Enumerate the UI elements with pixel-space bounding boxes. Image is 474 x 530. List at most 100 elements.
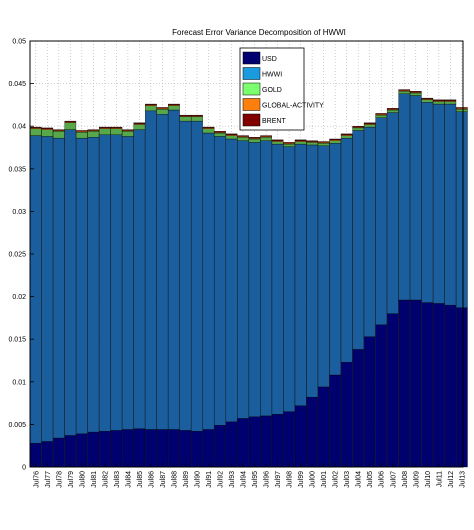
x-tick-label: Jul98: [287, 471, 294, 488]
bar-usd-1983: [110, 430, 123, 468]
bar-brent-1981: [87, 129, 100, 131]
bar-brent-1997: [271, 139, 284, 141]
bar-usd-2004: [352, 349, 365, 468]
bar-usd-1987: [156, 429, 169, 468]
bar-brent-2001: [317, 141, 330, 143]
chart-title: Forecast Error Variance Decomposition of…: [172, 28, 346, 37]
bar-brent-1977: [41, 127, 54, 129]
bar-gold-1996: [260, 137, 272, 141]
bar-hwwi-1996: [260, 140, 272, 417]
x-tick-label: Jul94: [241, 471, 248, 488]
x-tick-label: Jul90: [194, 471, 201, 488]
bar-brent-1976: [29, 126, 42, 129]
x-tick-label: Jul82: [102, 471, 109, 488]
x-tick-label: Jul83: [114, 471, 121, 488]
bar-hwwi-2013: [456, 111, 468, 308]
x-tick-label: Jul92: [218, 471, 225, 488]
bar-gold-1985: [133, 124, 146, 130]
x-tick-label: Jul08: [402, 471, 409, 488]
x-tick-label: Jul81: [91, 471, 98, 488]
bar-gold-1999: [294, 141, 307, 145]
bar-hwwi-2008: [398, 93, 411, 301]
bar-usd-1988: [168, 429, 180, 468]
bar-gold-2000: [306, 142, 318, 146]
y-tick-label: 0.03: [12, 209, 26, 216]
y-tick-label: 0.045: [8, 81, 26, 88]
bar-gold-2006: [375, 114, 388, 118]
bar-brent-1991: [202, 126, 215, 129]
bar-hwwi-1986: [145, 110, 157, 430]
bar-brent-2009: [409, 91, 422, 93]
bar-brent-1996: [260, 135, 272, 137]
bar-brent-1999: [294, 139, 307, 141]
bar-usd-2007: [386, 313, 399, 468]
bar-hwwi-2000: [306, 144, 318, 398]
bar-gold-1978: [52, 131, 65, 139]
bar-hwwi-2007: [386, 112, 399, 314]
bar-brent-1982: [99, 126, 111, 129]
bar-hwwi-2003: [340, 137, 353, 363]
x-tick-label: Jul10: [425, 471, 432, 488]
bar-hwwi-1981: [87, 137, 100, 433]
x-tick-label: Jul84: [125, 471, 132, 488]
bar-usd-1992: [214, 425, 226, 468]
bar-hwwi-2012: [444, 103, 457, 306]
bar-usd-1982: [99, 431, 111, 468]
bar-usd-1990: [191, 431, 203, 468]
legend: USD HWWI GOLD GLOBAL-ACTIVITY BRENT: [239, 47, 324, 131]
bar-gold-2002: [329, 140, 341, 144]
bar-brent-1990: [191, 114, 203, 117]
x-tick-label: Jul88: [171, 471, 178, 488]
bar-usd-1985: [133, 428, 146, 468]
bar-usd-1997: [271, 414, 284, 468]
bar-usd-2001: [317, 386, 330, 468]
bar-hwwi-1998: [283, 146, 295, 412]
bar-gold-1987: [156, 108, 169, 115]
bar-gold-1988: [168, 105, 180, 111]
bar-gold-2007: [386, 109, 399, 113]
bar-gold-2012: [444, 101, 457, 105]
bar-gold-1993: [225, 135, 238, 140]
bar-hwwi-2009: [409, 95, 422, 301]
x-tick-label: Jul87: [160, 471, 167, 488]
bar-hwwi-2002: [329, 143, 341, 376]
bar-hwwi-1990: [191, 120, 203, 432]
bar-hwwi-1977: [41, 136, 54, 442]
x-tick-label: Jul07: [390, 471, 397, 488]
bar-brent-1988: [168, 103, 180, 106]
bar-gold-1992: [214, 132, 226, 137]
bar-gold-2001: [317, 143, 330, 146]
bar-usd-2005: [363, 336, 376, 468]
bar-usd-1993: [225, 421, 238, 468]
bar-hwwi-2006: [375, 117, 388, 325]
bar-brent-1995: [248, 137, 261, 139]
x-tick-label: Jul00: [310, 471, 317, 488]
x-tick-label: Jul06: [379, 471, 386, 488]
bar-gold-1991: [202, 128, 215, 134]
bar-brent-2005: [363, 122, 376, 124]
bar-brent-1987: [156, 107, 169, 109]
legend-swatch-gold: [242, 82, 261, 96]
x-tick-label: Jul80: [79, 471, 86, 488]
x-tick-label: Jul76: [33, 471, 40, 488]
bar-brent-1979: [64, 120, 77, 123]
bar-hwwi-1995: [248, 142, 261, 417]
bar-brent-1986: [145, 103, 157, 106]
bar-hwwi-1982: [99, 134, 111, 432]
x-tick-label: Jul09: [413, 471, 420, 488]
x-tick-label: Jul95: [252, 471, 259, 488]
bar-hwwi-1979: [64, 129, 77, 436]
bar-usd-2006: [375, 324, 388, 468]
bar-gold-1976: [29, 128, 42, 136]
bar-brent-2004: [352, 126, 365, 128]
bar-brent-1983: [110, 126, 123, 129]
y-tick-label: 0.025: [8, 252, 26, 259]
bar-gold-2004: [352, 127, 365, 131]
x-tick-label: Jul93: [229, 471, 236, 488]
bar-usd-2002: [329, 374, 341, 468]
bar-gold-1986: [145, 105, 157, 112]
bar-brent-2007: [386, 108, 399, 110]
bar-usd-2008: [398, 299, 411, 468]
x-tick-label: Jul77: [45, 471, 52, 488]
